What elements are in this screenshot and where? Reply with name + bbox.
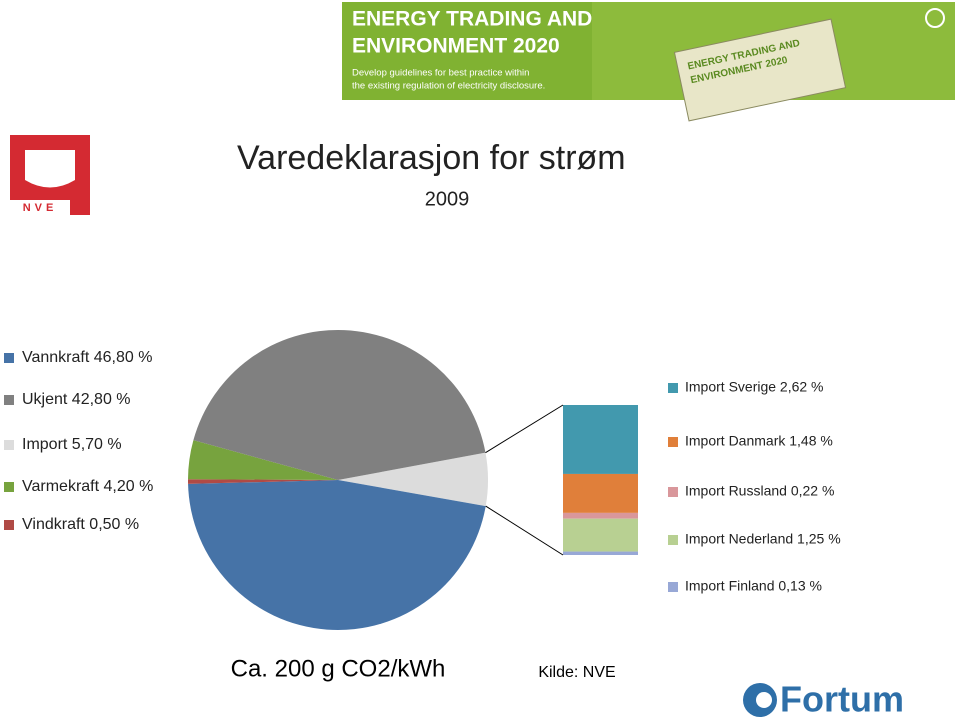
legend-swatch xyxy=(4,353,14,363)
legend-label: Import Russland 0,22 % xyxy=(685,483,834,499)
banner: ENERGY TRADING AND ENVIRONMENT 2020 Deve… xyxy=(342,2,955,122)
legend-label: Import Sverige 2,62 % xyxy=(685,379,824,395)
annotation: Ca. 200 g CO2/kWh xyxy=(231,655,446,682)
legend-label: Import Nederland 1,25 % xyxy=(685,531,841,547)
banner-title: ENVIRONMENT 2020 xyxy=(352,35,560,58)
legend-swatch xyxy=(668,487,678,497)
banner-subtitle: Develop guidelines for best practice wit… xyxy=(352,68,529,79)
nve-logo-text: NVE xyxy=(23,202,58,214)
annotation: Kilde: NVE xyxy=(538,664,615,681)
legend-label: Vindkraft 0,50 % xyxy=(22,516,139,533)
legend-swatch xyxy=(668,582,678,592)
legend-label: Varmekraft 4,20 % xyxy=(22,478,153,495)
pie-slice xyxy=(193,329,486,480)
legend-swatch xyxy=(4,482,14,492)
chart-title: Varedeklarasjon for strøm xyxy=(237,139,626,177)
pie-slice xyxy=(338,452,489,507)
bar-segment xyxy=(563,473,638,513)
pie-slice xyxy=(188,480,486,631)
bar-segment xyxy=(563,518,638,552)
nve-logo-crest xyxy=(25,150,75,188)
legend-label: Import 5,70 % xyxy=(22,436,122,453)
bar-segment xyxy=(563,405,638,474)
legend-swatch xyxy=(668,535,678,545)
fortum-logo-mark xyxy=(756,692,772,708)
banner-shade xyxy=(342,2,592,100)
tag: ENERGY TRADING AND ENVIRONMENT 2020 xyxy=(673,18,847,122)
nve-logo: NVE xyxy=(10,135,90,215)
connector xyxy=(485,505,564,556)
legend-swatch xyxy=(668,383,678,393)
pie-slice xyxy=(188,440,338,480)
fortum-logo-text: Fortum xyxy=(780,679,904,720)
nve-logo-band xyxy=(10,200,70,215)
legend-swatch xyxy=(4,520,14,530)
chart-subtitle: 2009 xyxy=(425,188,470,210)
tag-bg xyxy=(673,18,847,122)
fortum-logo: Fortum xyxy=(743,679,904,720)
legend-label: Import Danmark 1,48 % xyxy=(685,433,833,449)
legend-label: Ukjent 42,80 % xyxy=(22,391,131,408)
legend-swatch xyxy=(4,440,14,450)
banner-subtitle: the existing regulation of electricity d… xyxy=(352,81,545,92)
bar-segment xyxy=(563,512,638,519)
legend-label: Import Finland 0,13 % xyxy=(685,578,822,594)
banner-title: ENERGY TRADING AND xyxy=(352,8,592,31)
legend-swatch xyxy=(4,395,14,405)
bar-segment xyxy=(563,551,638,555)
legend-label: Vannkraft 46,80 % xyxy=(22,349,152,366)
connector xyxy=(485,404,564,454)
banner-icon xyxy=(925,8,945,28)
pie-slice xyxy=(188,479,338,484)
legend-swatch xyxy=(668,437,678,447)
